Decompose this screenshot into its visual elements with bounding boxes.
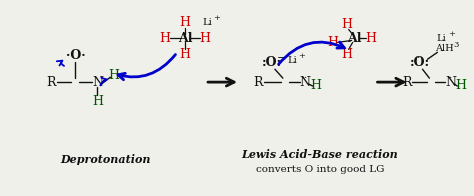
Text: H: H <box>365 32 376 45</box>
Text: +: + <box>448 30 455 38</box>
Text: Al: Al <box>347 32 362 45</box>
Text: 3: 3 <box>454 41 459 49</box>
Text: Li: Li <box>287 56 297 65</box>
Text: R: R <box>403 76 412 89</box>
Text: ..: .. <box>414 51 420 60</box>
Text: N: N <box>299 76 310 89</box>
Text: R: R <box>46 76 55 89</box>
Text: +: + <box>214 14 220 22</box>
Text: N: N <box>92 76 103 89</box>
Text: H: H <box>310 79 321 92</box>
Text: H: H <box>341 48 352 61</box>
Text: −: − <box>277 53 287 63</box>
Text: H: H <box>200 32 210 45</box>
Text: H: H <box>180 48 191 61</box>
Text: Lewis Acid-Base reaction: Lewis Acid-Base reaction <box>241 149 398 160</box>
Text: ·O·: ·O· <box>66 49 85 62</box>
Text: Al: Al <box>178 32 192 45</box>
Text: H: H <box>327 36 338 49</box>
Text: H: H <box>180 16 191 29</box>
Text: H: H <box>341 18 352 31</box>
Text: H: H <box>92 95 103 108</box>
Text: ..: .. <box>446 71 453 80</box>
Text: R: R <box>253 76 263 89</box>
Text: H: H <box>108 69 119 82</box>
Text: converts O into good LG: converts O into good LG <box>255 165 384 174</box>
Text: H: H <box>160 32 171 45</box>
Text: :O:: :O: <box>410 56 429 69</box>
Text: N: N <box>445 76 456 89</box>
Text: +: + <box>298 52 305 60</box>
Text: :O:: :O: <box>262 56 282 69</box>
Text: AlH: AlH <box>435 44 454 53</box>
Text: H: H <box>455 79 466 92</box>
Text: ..: .. <box>301 71 307 80</box>
Text: Li: Li <box>437 34 447 43</box>
Text: Li: Li <box>202 18 212 27</box>
Text: Deprotonation: Deprotonation <box>60 154 151 165</box>
